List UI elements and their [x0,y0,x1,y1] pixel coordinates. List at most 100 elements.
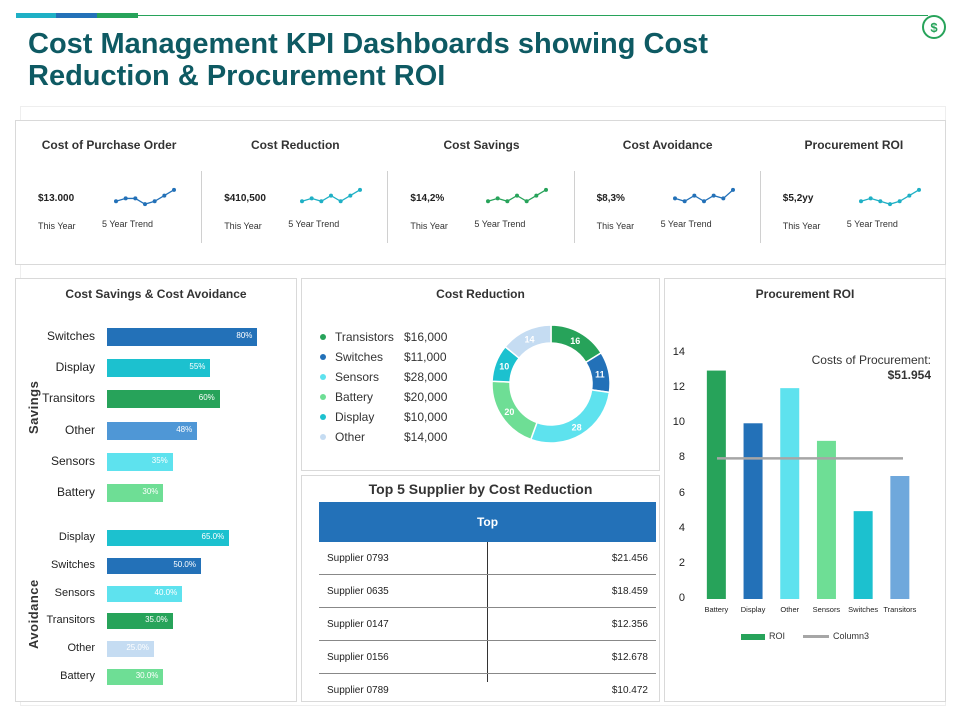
savings-avoidance-panel: Cost Savings & Cost Avoidance Savings Av… [15,278,297,702]
savings-bar: 30.0% [107,669,164,685]
bar-category-label: Battery [56,485,95,499]
bar-value-label: 35% [151,455,168,465]
donut-slice-label: 28 [572,422,582,432]
legend-dot [320,353,326,360]
supplier-name: Supplier 0635 [327,586,389,597]
page-title: Cost Management KPI Dashboards showing C… [28,28,708,92]
sparkline-point [887,202,892,207]
kpi-trend-label: 5 Year Trend [474,219,526,229]
legend-item: Battery $20,000 [320,390,447,404]
legend-label: Sensors [335,370,380,384]
savings-bar: 55% [107,359,211,378]
supplier-amount: $21.456 [611,553,648,564]
kpi-card: Cost of Purchase Order $13.000 This Year 5 … [16,121,202,264]
table-column-divider [487,542,488,682]
kpi-sparkline [114,187,176,207]
sparkline-point [143,202,147,207]
kpi-value: $13.000 [38,193,75,204]
accent-segment-blue [56,13,97,18]
legend-value: $11,000 [404,350,447,364]
donut-slice-label: 11 [595,369,605,379]
sparkline-point [152,199,157,204]
savings-bar: 35.0% [107,613,173,630]
kpi-title: Procurement ROI [804,138,904,152]
kpi-title: Cost Reduction [250,138,340,152]
kpi-card: Procurement ROI $5,2yy This Year 5 Year Tre… [761,121,947,264]
sparkline-point [868,196,873,201]
sparkline-point [348,193,353,198]
sparkline-point [329,193,334,198]
kpi-value: $5,2yy [782,193,814,204]
roi-bar [890,476,910,599]
bar-value-label: 60% [198,393,215,403]
x-category-label: Transitors [883,605,917,614]
donut-slice [529,388,611,444]
sparkline-point [123,196,128,201]
kpi-card: Cost Reduction $410,500 This Year 5 Year Tr… [202,121,388,264]
legend-item: Transistors $16,000 [320,330,447,344]
legend-value: $20,000 [404,390,448,404]
savings-bar: 80% [107,328,258,346]
kpi-title: Cost of Purchase Order [41,138,177,152]
procurement-roi-panel: Procurement ROI Costs of Procurement: $5… [664,278,946,702]
sparkline-point [300,199,305,204]
bar-category-label: Display [55,360,95,375]
bar-category-label: Switches [46,329,95,343]
roi-bar [743,423,763,599]
roi-bar [853,511,873,599]
legend-item: Switches $11,000 [320,350,447,364]
kpi-value: $14,2% [410,193,445,204]
kpi-period-label: This Year [224,221,262,231]
sparkline-point [133,196,138,201]
bar-category-label: Transitors [42,391,95,406]
bar-value-label: 55% [189,362,206,372]
sparkline-point [309,196,314,201]
legend-label: Transistors [335,330,394,344]
legend-dot [320,413,326,420]
sparkline-point [114,199,118,204]
kpi-trend-label: 5 Year Trend [288,219,340,229]
cost-reduction-donut: 16 11 28 20 10 14 [491,324,611,444]
accent-segment-green [97,13,138,18]
accent-segment-teal [16,13,56,18]
legend-item: Sensors $28,000 [320,370,447,384]
supplier-amount: $18.459 [611,586,648,597]
kpi-value: $410,500 [224,193,266,204]
kpi-period-label: This Year [38,221,76,231]
procurement-cost-value: $51.954 [887,368,931,382]
legend-value: $28,000 [404,370,448,384]
sparkline-point [897,199,902,204]
legend-label: Other [335,430,366,444]
supplier-table-title: Top 5 Supplier by Cost Reduction [368,481,593,497]
donut-slice [504,324,552,360]
table-row: Supplier 0635 $18.459 [319,575,656,608]
donut-slice-label: 16 [570,336,580,346]
legend-item: Display $10,000 [320,410,447,424]
supplier-name: Supplier 0793 [327,553,389,564]
roi-bar [706,370,726,599]
x-category-label: Other [780,605,800,614]
kpi-trend-label: 5 Year Trend [102,219,154,229]
kpi-card: Cost Savings $14,2% This Year 5 Year Trend [388,121,574,264]
legend-roi: ROI [741,631,785,641]
kpi-card: Cost Avoidance $8,3% This Year 5 Year Trend [575,121,761,264]
kpi-sparkline [672,187,735,204]
kpi-trend-label: 5 Year Trend [660,219,712,229]
sparkline-point [162,193,167,198]
bar-value-label: 65.0% [201,532,225,541]
sparkline-point [858,199,863,204]
savings-avoidance-title: Cost Savings & Cost Avoidance [65,287,247,301]
y-tick-label: 6 [678,486,685,499]
legend-value: $16,000 [404,330,448,344]
x-category-label: Display [740,605,766,614]
bar-value-label: 35.0% [145,615,168,625]
y-tick-label: 4 [678,521,685,534]
legend-column3-swatch [803,635,829,639]
avoidance-axis-label: Avoidance [26,579,41,649]
donut-slice-label: 20 [504,407,514,417]
y-tick-label: 2 [678,556,685,569]
supplier-amount: $12.678 [611,652,648,663]
savings-bar: 50.0% [107,557,201,574]
bar-value-label: 80% [236,331,253,340]
cost-reduction-title: Cost Reduction [436,287,525,301]
